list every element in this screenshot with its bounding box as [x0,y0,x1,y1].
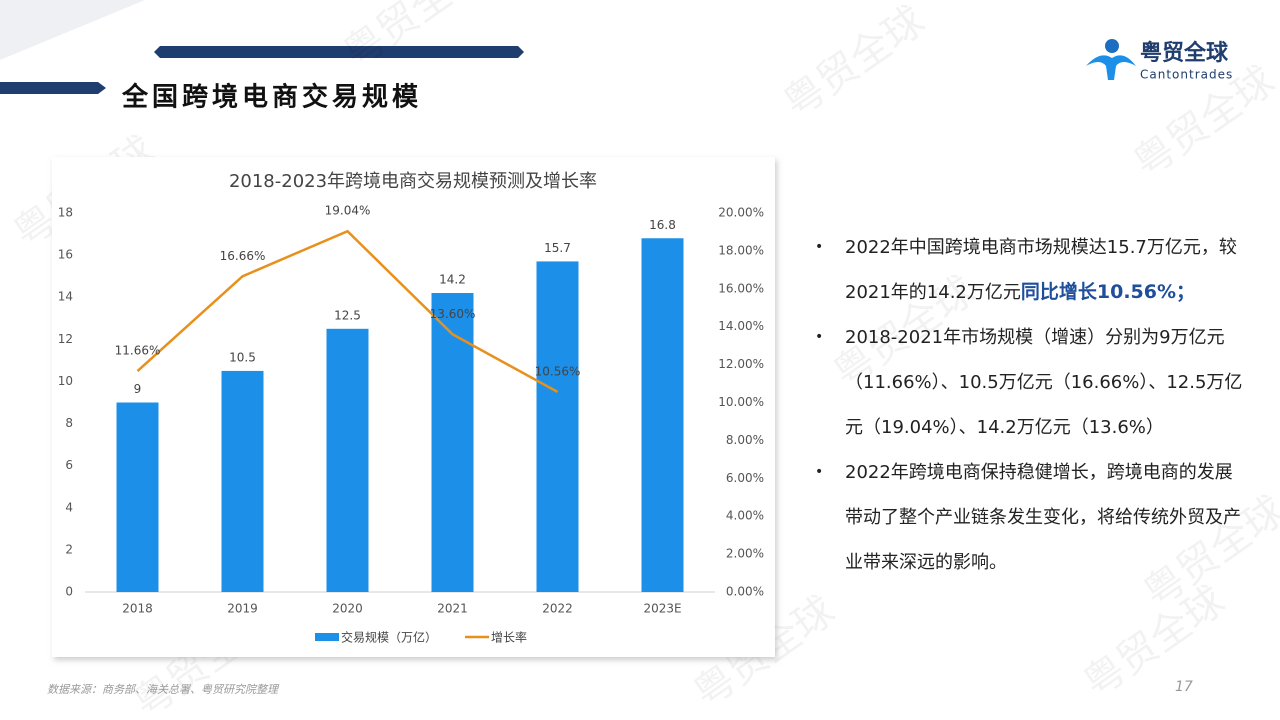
x-tick-label: 2021 [437,602,468,616]
y2-tick-label: 18.00% [718,243,764,257]
bar [431,293,474,592]
watermark: 粤贸全球 [776,0,933,127]
line [136,229,559,393]
chart-title: 2018-2023年跨境电商交易规模预测及增长率 [229,171,597,192]
y2-tick-label: 20.00% [718,206,764,220]
y-tick-label: 8 [65,416,73,430]
legend-swatch [315,633,339,641]
bullet-text: 2022年跨境电商保持稳健增长，跨境电商的发展带动了整个产业链条发生变化，将给传… [845,462,1241,573]
y-tick-label: 14 [58,290,73,304]
y2-tick-label: 16.00% [718,281,764,295]
y2-tick-label: 8.00% [726,433,764,447]
bullet: 2022年中国跨境电商市场规模达15.7万亿元，较2021年的14.2万亿元同比… [815,225,1245,315]
y-tick-label: 4 [65,500,73,514]
x-tick-label: 2019 [227,602,258,616]
y-tick-label: 16 [58,248,73,262]
bullet-text: 2022年中国跨境电商市场规模达15.7万亿元，较2021年的14.2万亿元 [845,237,1237,303]
page-number: 17 [1175,679,1193,695]
bullet: 2022年跨境电商保持稳健增长，跨境电商的发展带动了整个产业链条发生变化，将给传… [815,450,1245,585]
bar [326,328,369,592]
bar-value-label: 15.7 [544,241,571,255]
bar [641,238,684,592]
line-value-label: 16.66% [220,249,266,263]
line-value-label: 10.56% [535,364,581,378]
y2-tick-label: 0.00% [726,585,764,599]
x-tick-label: 2022 [542,602,573,616]
y2-tick-label: 10.00% [718,395,764,409]
bar-value-label: 10.5 [229,350,256,364]
bar [536,261,579,592]
y2-tick-label: 6.00% [726,471,764,485]
bar [221,370,264,592]
y-tick-label: 2 [65,542,73,556]
y-tick-label: 0 [65,585,73,599]
source-note: 数据来源：商务部、海关总署、粤贸研究院整理 [47,683,280,696]
y-tick-label: 10 [58,374,73,388]
bar-value-label: 16.8 [649,218,676,232]
line-value-label: 13.60% [430,307,476,321]
bar-value-label: 12.5 [334,308,361,322]
corner-decoration [0,0,145,60]
line-value-label: 19.04% [325,204,371,218]
y-tick-label: 18 [58,206,73,220]
logo-text: 粤贸全球 [1140,40,1229,66]
watermark: 粤贸全球 [336,0,493,77]
bar-value-label: 9 [134,382,142,396]
legend-label: 交易规模（万亿） [341,630,437,645]
y-tick-label: 12 [58,332,73,346]
bullet: 2018-2021年市场规模（增速）分别为9万亿元（11.66%）、10.5万亿… [815,315,1245,450]
x-tick-label: 2020 [332,602,363,616]
logo-subtext: Cantontrades [1140,68,1233,82]
y2-tick-label: 12.00% [718,357,764,371]
header-bar [154,46,524,58]
x-tick-label: 2023E [643,602,681,616]
legend-label: 增长率 [491,630,527,645]
bullet-list: 2022年中国跨境电商市场规模达15.7万亿元，较2021年的14.2万亿元同比… [815,225,1245,585]
header-bar [0,82,106,94]
y2-tick-label: 4.00% [726,509,764,523]
bullet-text: 2018-2021年市场规模（增速）分别为9万亿元（11.66%）、10.5万亿… [845,327,1243,438]
logo-icon [1086,39,1136,80]
bullet-highlight: 同比增长10.56%； [1020,281,1196,303]
y2-tick-label: 14.00% [718,319,764,333]
y2-tick-label: 2.00% [726,547,764,561]
bar [116,402,159,592]
line-value-label: 11.66% [115,344,161,358]
bar-value-label: 14.2 [439,273,466,287]
x-tick-label: 2018 [122,602,153,616]
y-tick-label: 6 [65,458,73,472]
slide-title: 全国跨境电商交易规模 [121,82,422,113]
